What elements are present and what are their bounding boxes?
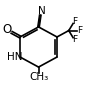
Text: CH₃: CH₃ (29, 72, 48, 82)
Text: O: O (2, 23, 12, 36)
Text: N: N (38, 6, 46, 16)
Text: F: F (72, 35, 77, 44)
Text: F: F (72, 17, 77, 26)
Text: HN: HN (7, 52, 22, 62)
Text: F: F (78, 26, 83, 35)
